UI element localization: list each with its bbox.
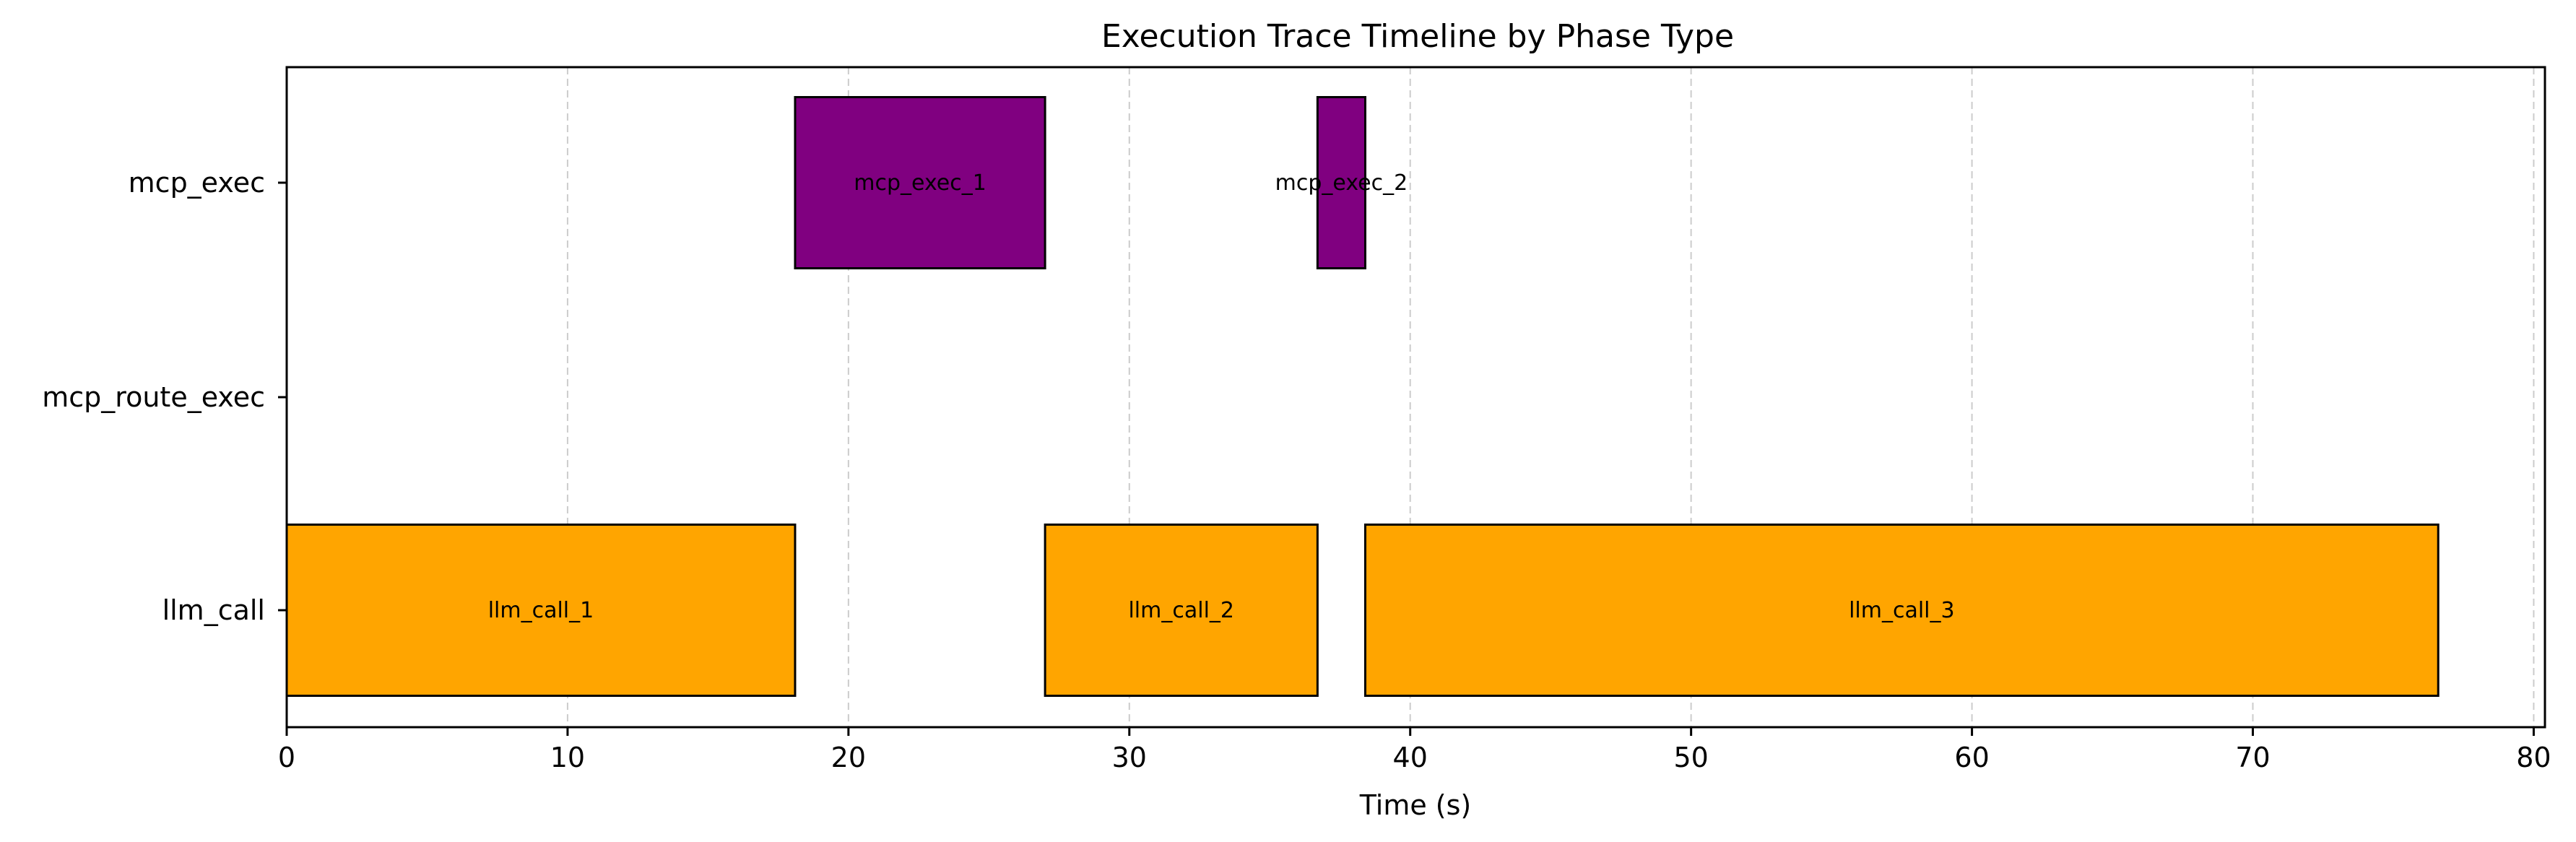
x-axis-label: Time (s) [1359, 789, 1472, 821]
bar-label-llm_call_3: llm_call_3 [1849, 598, 1955, 623]
x-tick-label: 60 [1954, 742, 1989, 773]
bar-mcp_exec_2 [1316, 96, 1366, 269]
x-tick-label: 70 [2235, 742, 2270, 773]
chart-title: Execution Trace Timeline by Phase Type [1101, 18, 1734, 55]
y-axis-ticks: llm_call mcp_route_exec mcp_exec [42, 167, 287, 626]
x-tick-label: 0 [278, 742, 295, 773]
x-tick-label: 80 [2516, 742, 2551, 773]
y-tick-label: mcp_route_exec [42, 381, 265, 413]
bar-label-mcp_exec_2: mcp_exec_2 [1275, 170, 1408, 196]
bar-mcp_exec_1 [794, 96, 1046, 269]
bar-label-llm_call_2: llm_call_2 [1128, 598, 1234, 623]
x-tick-label: 20 [831, 742, 866, 773]
x-tick-label: 50 [1673, 742, 1708, 773]
bars: llm_call_1 mcp_exec_1 llm_call_2 mcp_exec_2… [285, 96, 2440, 697]
y-tick-label: llm_call [162, 594, 265, 626]
x-tick-label: 40 [1393, 742, 1428, 773]
bar-llm_call_1 [285, 524, 797, 697]
x-tick-label: 10 [550, 742, 585, 773]
bar-llm_call_3 [1363, 524, 2440, 697]
y-tick-label: mcp_exec [129, 167, 265, 199]
x-tick-label: 30 [1112, 742, 1147, 773]
bar-label-mcp_exec_1: mcp_exec_1 [854, 170, 986, 196]
bar-label-llm_call_1: llm_call_1 [488, 598, 594, 623]
x-axis-ticks: 0 10 20 30 40 50 60 70 80 [278, 727, 2551, 773]
bar-llm_call_2 [1044, 524, 1319, 697]
